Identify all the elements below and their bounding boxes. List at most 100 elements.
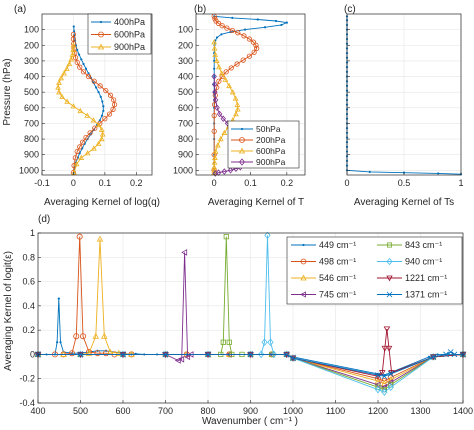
legend-entry: 745 cm⁻¹ xyxy=(291,290,356,300)
data-point xyxy=(243,28,247,31)
legend-marker xyxy=(386,275,393,282)
panel-b: (b) 0 0.1 0.2 100 200 300 400 500 600 700 800 900 10… xyxy=(173,4,306,208)
data-point xyxy=(247,351,254,358)
data-point xyxy=(216,64,222,70)
legend-entry: 449 cm⁻¹ xyxy=(291,240,356,250)
data-point xyxy=(68,56,75,62)
data-point xyxy=(215,36,219,39)
data-point xyxy=(241,33,247,39)
data-point xyxy=(258,350,265,359)
data-point xyxy=(73,161,80,167)
data-point xyxy=(211,113,217,119)
data-point xyxy=(270,350,277,359)
data-point xyxy=(378,370,386,377)
data-point xyxy=(98,136,105,142)
y-tick-label: 300 xyxy=(178,56,193,66)
data-point xyxy=(387,370,394,377)
x-tick-label: 700 xyxy=(158,406,173,416)
data-point xyxy=(58,75,65,81)
x-tick-label: 0.1 xyxy=(99,178,112,188)
data-point xyxy=(98,126,105,132)
x-tick-label: 800 xyxy=(200,406,215,416)
y-tick-label: 800 xyxy=(178,134,193,144)
panel-d-label: (d) xyxy=(38,214,50,225)
legend-marker xyxy=(238,158,246,166)
data-point xyxy=(74,148,80,155)
data-point xyxy=(84,112,91,118)
data-point xyxy=(254,45,260,51)
legend-label: 1221 cm⁻¹ xyxy=(405,273,447,283)
data-point xyxy=(59,93,65,100)
data-point xyxy=(261,338,268,347)
data-point xyxy=(97,83,103,89)
data-point xyxy=(85,349,93,356)
panel-b-xlabel: Averaging Kernel of T xyxy=(208,197,304,208)
data-point xyxy=(235,30,241,36)
data-point xyxy=(56,79,62,85)
axes-frame xyxy=(346,13,462,176)
data-point xyxy=(73,55,79,61)
panel-c: (c) 0 0.5 1 Averaging Kernel of Ts xyxy=(344,4,464,208)
y-tick-label: 500 xyxy=(24,87,39,97)
legend-entry: 200hPa xyxy=(231,135,286,145)
y-tick-label: 600 xyxy=(24,103,39,113)
data-point xyxy=(99,131,106,137)
data-point xyxy=(220,33,223,36)
legend-entry: 600hPa xyxy=(91,30,145,40)
data-point xyxy=(90,145,97,151)
data-point xyxy=(213,59,216,62)
data-point xyxy=(112,102,118,108)
legend-marker xyxy=(386,242,393,248)
data-point xyxy=(98,119,101,122)
data-point xyxy=(174,357,181,364)
legend-entry: 50hPa xyxy=(231,124,281,134)
axes-frame xyxy=(195,13,306,176)
y-tick-label: 700 xyxy=(178,118,193,128)
data-point xyxy=(451,351,458,358)
y-tick-label: 0.2 xyxy=(22,325,35,335)
data-point xyxy=(78,154,85,160)
data-point xyxy=(96,235,104,242)
data-point xyxy=(99,95,102,98)
legend-label: 546 cm⁻¹ xyxy=(319,273,356,283)
data-point xyxy=(213,67,216,70)
data-point xyxy=(97,91,100,94)
data-point xyxy=(82,62,85,66)
y-tick-label: 0 xyxy=(30,349,35,359)
data-point xyxy=(221,168,228,175)
data-point xyxy=(215,20,222,26)
panel-b-axes: 0 0.1 0.2 100 200 300 400 500 600 700 800 900 1000 xyxy=(173,13,306,188)
series-line xyxy=(38,351,463,377)
axes-frame xyxy=(37,232,464,404)
data-point xyxy=(76,233,83,240)
data-point xyxy=(216,78,222,84)
data-point xyxy=(253,42,259,48)
data-point xyxy=(100,114,104,117)
legend-label: 745 cm⁻¹ xyxy=(319,290,356,300)
data-point xyxy=(106,111,113,117)
data-point xyxy=(226,339,232,345)
data-point xyxy=(102,105,105,108)
data-point xyxy=(205,351,211,358)
data-point xyxy=(226,82,232,89)
x-tick-label: 500 xyxy=(73,406,88,416)
panel-d-axes: 400 500 600 700 800 900 1000 1100 1200 1300 1400 -0… xyxy=(19,228,473,416)
data-point xyxy=(103,350,110,357)
data-point xyxy=(72,155,78,161)
data-point xyxy=(71,169,77,175)
y-tick-label: 500 xyxy=(178,87,193,97)
x-tick-label: 0 xyxy=(212,178,217,188)
x-tick-label: 1000 xyxy=(283,406,303,416)
data-point xyxy=(178,356,185,363)
y-tick-label: 400 xyxy=(24,72,39,82)
y-tick-label: 100 xyxy=(24,25,39,35)
data-point xyxy=(223,234,229,240)
y-tick-label: 0.4 xyxy=(22,301,35,311)
data-point xyxy=(57,297,60,300)
x-tick-label: 1300 xyxy=(410,406,430,416)
data-point xyxy=(385,345,393,352)
data-point xyxy=(224,25,230,31)
data-point xyxy=(72,25,75,28)
data-point xyxy=(212,170,218,177)
data-point xyxy=(70,46,76,53)
